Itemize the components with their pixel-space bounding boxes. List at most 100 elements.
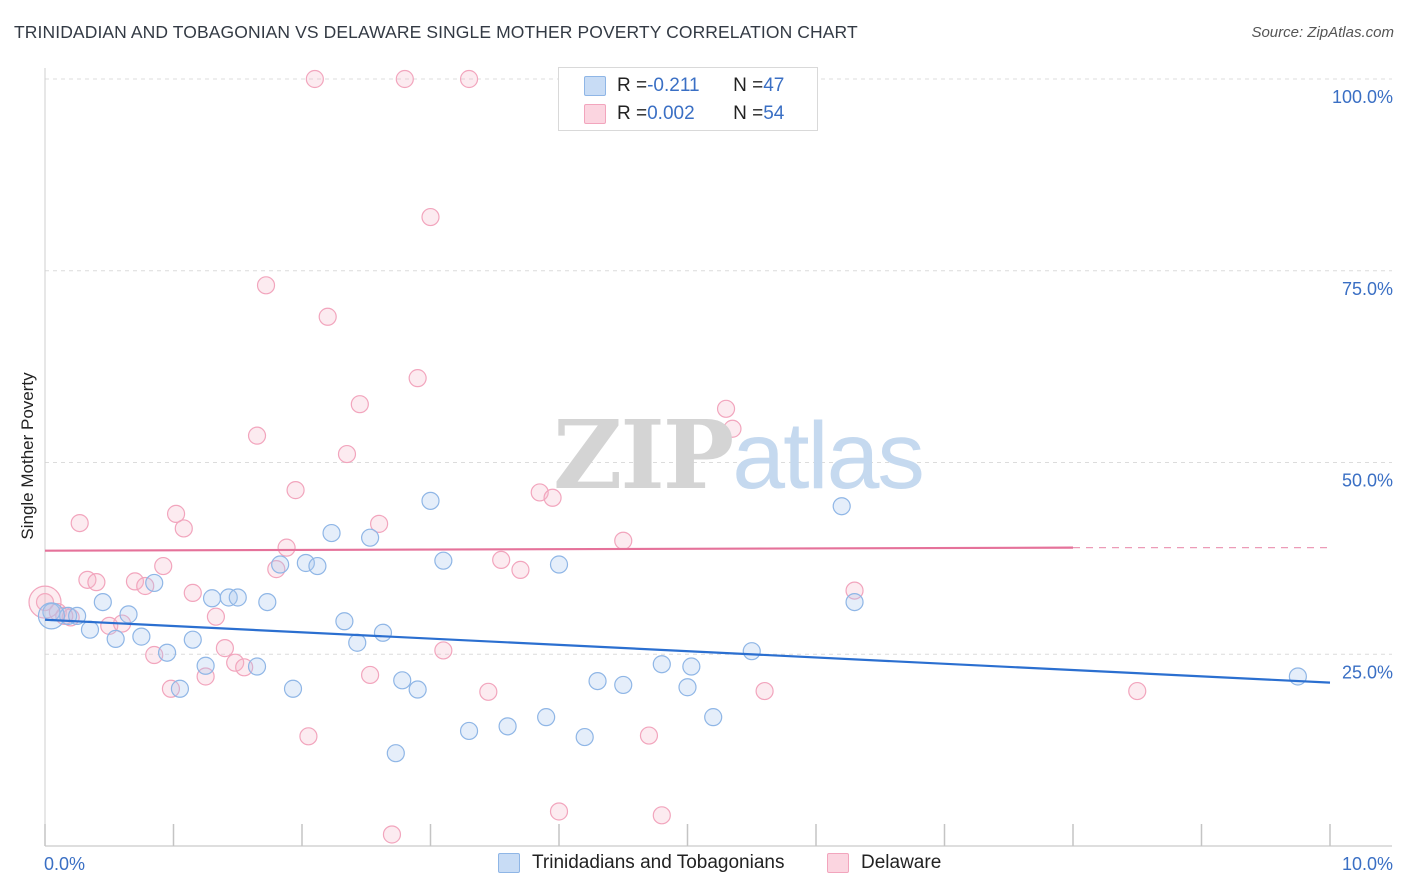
delaware-point xyxy=(614,531,633,550)
source-label: Source: ZipAtlas.com xyxy=(1251,24,1394,41)
delaware-point xyxy=(35,592,55,612)
delaware-point xyxy=(716,399,736,418)
axes xyxy=(44,68,1392,847)
trinidadian-trend-line xyxy=(44,618,1331,684)
trinidadian-point xyxy=(393,671,412,690)
trinidadian-point xyxy=(498,717,517,736)
y-tick-label: 100.0% xyxy=(1332,87,1393,107)
trinidadian-point-cluster xyxy=(37,602,66,630)
bottom-legend-label: Delaware xyxy=(861,852,942,873)
trinidadian-point xyxy=(157,643,177,662)
y-tick-label: 75.0% xyxy=(1342,279,1393,299)
delaware-point xyxy=(350,395,369,414)
trinidadian-point xyxy=(408,680,427,699)
delaware-point xyxy=(166,504,186,523)
legend-r-label: R = xyxy=(617,103,648,124)
trinidadian-point xyxy=(119,605,138,624)
delaware-point xyxy=(226,653,245,672)
trinidadian-point xyxy=(308,556,327,576)
gridlines xyxy=(45,78,1392,655)
delaware-point xyxy=(361,665,380,685)
trinidadian-point xyxy=(652,655,671,674)
delaware-point xyxy=(215,639,234,658)
trinidadian-point xyxy=(170,679,190,698)
bottom-legend-delaware: Delaware xyxy=(827,852,941,874)
delaware-point xyxy=(434,641,453,660)
bottom-legend-swatch-blue xyxy=(498,853,520,873)
trinidadian-point xyxy=(335,612,354,631)
trinidadian-point xyxy=(296,553,315,573)
x-tick-label: 10.0% xyxy=(1342,854,1393,874)
trinidadian-point xyxy=(183,630,202,649)
y-tick-label: 50.0% xyxy=(1342,471,1393,491)
delaware-point xyxy=(408,369,427,388)
delaware-point xyxy=(511,560,530,579)
legend-n-label: N = xyxy=(733,103,764,124)
trinidadian-point xyxy=(421,491,440,510)
y-tick-label: 25.0% xyxy=(1342,662,1393,682)
legend-r-value: 0.002 xyxy=(647,103,695,124)
delaware-point xyxy=(206,607,226,626)
trinidadian-point xyxy=(537,708,556,727)
trinidadian-point xyxy=(228,588,247,607)
trinidadian-point xyxy=(832,497,851,516)
trinidadian-point xyxy=(459,721,479,741)
delaware-point xyxy=(755,681,774,701)
trinidadian-point xyxy=(434,551,453,570)
trinidadian-point xyxy=(93,592,112,612)
delaware-point xyxy=(277,538,296,557)
delaware-point xyxy=(492,550,511,570)
delaware-point xyxy=(395,69,414,89)
legend-n-value: 54 xyxy=(763,103,785,124)
legend-swatch-blue xyxy=(584,76,606,96)
trinidadian-point xyxy=(283,679,303,698)
trinidadian-point xyxy=(106,629,125,649)
trend-lines xyxy=(44,546,1331,684)
legend-n-value: 47 xyxy=(763,75,785,96)
trinidadian-points xyxy=(37,491,1307,763)
delaware-point xyxy=(183,583,202,602)
trinidadian-point xyxy=(145,573,164,593)
delaware-point xyxy=(479,682,498,701)
delaware-point xyxy=(299,727,318,746)
trinidadian-point xyxy=(588,671,607,691)
trinidadian-point xyxy=(742,642,761,661)
delaware-point xyxy=(337,444,357,464)
trinidadian-point xyxy=(614,675,633,695)
trinidadian-point xyxy=(678,678,697,697)
delaware-point xyxy=(87,573,106,592)
trinidadian-point xyxy=(258,592,277,612)
trinidadian-point xyxy=(322,523,341,543)
trinidadian-point xyxy=(247,657,267,676)
trinidadian-point xyxy=(196,656,215,675)
watermark: ZIPatlas xyxy=(553,400,925,511)
delaware-point xyxy=(652,806,671,825)
delaware-point xyxy=(723,419,742,438)
delaware-point xyxy=(235,658,254,677)
legend-r-label: R = xyxy=(617,75,648,96)
trinidadian-point xyxy=(386,744,405,763)
delaware-point xyxy=(125,572,145,591)
watermark-zip: ZIP xyxy=(553,400,734,511)
delaware-point xyxy=(382,825,402,844)
legend-n-label: N = xyxy=(733,75,764,96)
trinidadian-point xyxy=(549,555,569,574)
delaware-point xyxy=(543,488,562,507)
delaware-point xyxy=(196,667,215,686)
legend-r-value: -0.211 xyxy=(647,75,700,96)
delaware-point xyxy=(459,69,479,89)
trinidadian-point xyxy=(202,589,222,608)
delaware-point xyxy=(286,481,305,500)
watermark-atlas: atlas xyxy=(732,403,925,509)
delaware-point xyxy=(247,426,267,445)
delaware-point xyxy=(256,276,276,295)
delaware-point xyxy=(154,556,173,576)
bottom-legend-label: Trinidadians and Tobagonians xyxy=(532,852,785,873)
delaware-point xyxy=(370,514,389,533)
tick-labels: 25.0% 50.0% 75.0% 100.0% 0.0% 10.0% xyxy=(44,87,1393,874)
trinidadian-point xyxy=(80,620,100,639)
chart-title: TRINIDADIAN AND TOBAGONIAN VS DELAWARE S… xyxy=(14,22,858,42)
trinidadian-point xyxy=(361,528,380,547)
delaware-point xyxy=(549,802,569,821)
